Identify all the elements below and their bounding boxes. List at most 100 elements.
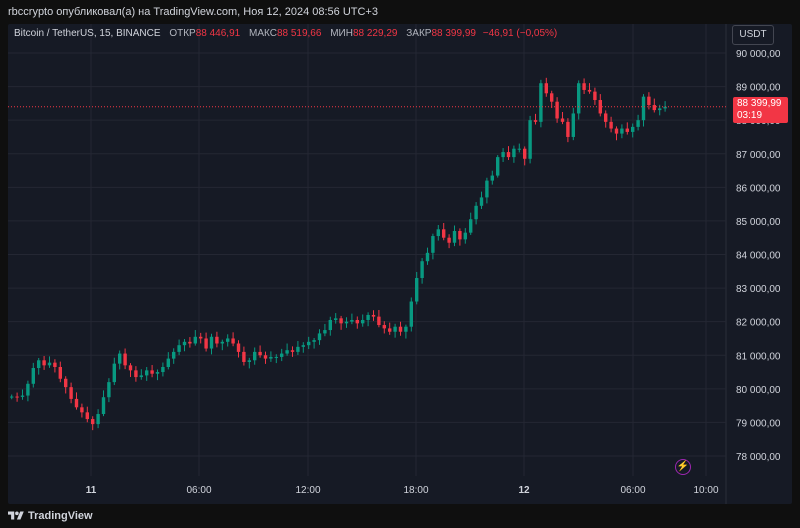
candle-body xyxy=(317,333,322,341)
candle-body xyxy=(501,152,505,158)
x-tick-label: 18:00 xyxy=(403,485,428,496)
candle-body xyxy=(382,325,386,329)
candle-body xyxy=(539,83,543,122)
candle-body xyxy=(420,261,424,279)
candle-body xyxy=(47,362,52,366)
candle-body xyxy=(80,407,84,413)
candle-body xyxy=(10,396,14,398)
low-label: МИН xyxy=(330,28,353,39)
tradingview-logo-icon xyxy=(8,511,24,520)
candle-body xyxy=(161,367,165,373)
candle-body xyxy=(458,230,462,240)
change-value: −46,91 (−0,05%) xyxy=(482,28,558,39)
candle-body xyxy=(636,120,640,127)
candle-body xyxy=(415,278,419,302)
candle-body xyxy=(166,358,170,368)
candle-body xyxy=(496,157,500,176)
bar-countdown: 03:19 xyxy=(737,110,763,121)
high-value: 88 519,66 xyxy=(276,28,322,39)
candle-body xyxy=(74,398,79,408)
candle-body xyxy=(263,355,268,359)
candle-body xyxy=(641,96,646,121)
currency-button[interactable]: USDT xyxy=(732,25,774,45)
candlestick-chart[interactable]: 78 000,00 79 000,00 80 000,00 81 000,00 82 0… xyxy=(8,24,792,504)
candle-body xyxy=(517,148,521,150)
ohlc-legend: Bitcoin / TetherUS, 15, BINANCE ОТКР88 4… xyxy=(14,28,557,40)
y-tick-label: 84 000,00 xyxy=(736,251,781,262)
last-price-tag: 88 399,99 03:19 xyxy=(733,97,788,123)
candle-body xyxy=(528,120,532,159)
candle-body xyxy=(658,108,662,111)
candle-body xyxy=(598,100,602,114)
y-tick-label: 78 000,00 xyxy=(736,452,781,463)
open-value: 88 446,91 xyxy=(195,28,241,39)
candle-body xyxy=(409,301,413,327)
candle-body xyxy=(560,118,565,122)
bolt-icon[interactable]: ⚡ xyxy=(675,459,691,475)
candle-body xyxy=(172,351,176,359)
x-tick-label: 10:00 xyxy=(693,485,718,496)
candle-body xyxy=(479,197,484,206)
candle-body xyxy=(85,412,89,420)
candle-body xyxy=(226,338,230,342)
candle-body xyxy=(58,367,62,379)
candle-body xyxy=(366,314,370,320)
y-tick-label: 86 000,00 xyxy=(736,183,781,194)
candle-body xyxy=(490,175,494,181)
candle-body xyxy=(145,370,149,376)
candle-body xyxy=(544,83,548,94)
candle-body xyxy=(280,353,284,357)
candle-body xyxy=(474,205,478,220)
y-tick-label: 83 000,00 xyxy=(736,284,781,295)
candle-body xyxy=(512,148,516,158)
low-value: 88 229,29 xyxy=(352,28,398,39)
candle-body xyxy=(269,356,273,359)
candle-body xyxy=(134,370,138,378)
candle-body xyxy=(91,419,95,425)
x-tick-label: 12 xyxy=(518,485,530,496)
chart-area[interactable]: 78 000,00 79 000,00 80 000,00 81 000,00 82 0… xyxy=(8,24,792,504)
y-tick-label: 81 000,00 xyxy=(736,351,781,362)
candle-body xyxy=(371,314,376,317)
candle-body xyxy=(566,121,570,137)
candle-body xyxy=(301,345,305,347)
candle-body xyxy=(258,351,262,356)
candle-body xyxy=(469,219,473,233)
candle-body xyxy=(37,360,41,369)
candle-body xyxy=(431,236,435,253)
candle-body xyxy=(253,351,257,361)
candle-body xyxy=(204,338,208,349)
candle-body xyxy=(452,230,457,243)
candle-body xyxy=(620,128,624,134)
y-tick-label: 85 000,00 xyxy=(736,217,781,228)
candle-body xyxy=(328,319,332,331)
x-tick-label: 06:00 xyxy=(186,485,211,496)
candle-body xyxy=(53,362,57,368)
candle-body xyxy=(442,229,446,238)
x-tick-label: 11 xyxy=(86,485,97,496)
last-price-value: 88 399,99 xyxy=(737,98,782,109)
candle-body xyxy=(155,372,160,374)
candle-body xyxy=(69,387,73,399)
candle-body xyxy=(296,346,300,352)
candle-body xyxy=(220,341,224,344)
candle-body xyxy=(177,345,181,352)
open-label: ОТКР xyxy=(169,28,196,39)
candle-body xyxy=(350,319,354,322)
candle-body xyxy=(555,101,559,119)
candle-body xyxy=(523,148,527,159)
candle-body xyxy=(614,128,619,134)
candle-body xyxy=(182,341,187,346)
candle-body xyxy=(285,350,289,354)
candle-body xyxy=(609,121,613,129)
candle-body xyxy=(577,83,581,114)
candle-body xyxy=(274,356,278,358)
candle-body xyxy=(112,363,116,383)
publish-info: rbccrypto опубликовал(а) на TradingView.… xyxy=(0,0,800,24)
candle-body xyxy=(20,395,25,397)
candle-body xyxy=(604,113,608,122)
close-value: 88 399,99 xyxy=(431,28,476,39)
candle-body xyxy=(550,93,554,102)
candle-body xyxy=(425,252,430,262)
